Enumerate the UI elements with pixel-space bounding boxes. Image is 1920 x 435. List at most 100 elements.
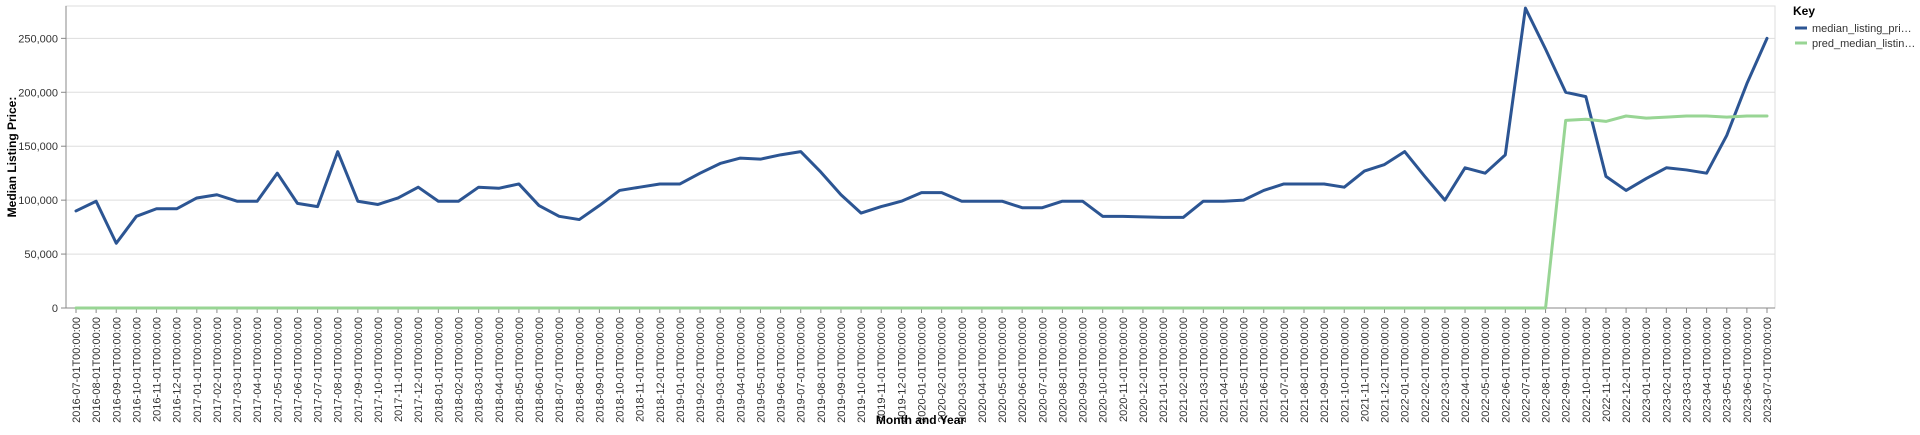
y-tick-label: 200,000	[18, 87, 58, 99]
series-line-1	[74, 114, 1769, 310]
x-tick-label: 2021-02-01T00:00:00	[1178, 317, 1190, 423]
y-axis-title: Median Listing Price:	[5, 97, 19, 218]
x-tick-label: 2018-05-01T00:00:00	[514, 317, 526, 423]
x-tick-label: 2016-08-01T00:00:00	[91, 317, 103, 423]
axes: 0 50,000 100,000 150,000 200,000 250,000 2016-…	[18, 6, 1775, 423]
x-tick-label: 2022-10-01T00:00:00	[1581, 317, 1593, 423]
x-tick-label: 2023-06-01T00:00:00	[1742, 317, 1754, 423]
x-tick-label: 2018-07-01T00:00:00	[554, 317, 566, 423]
x-tick-label: 2020-04-01T00:00:00	[977, 317, 989, 423]
x-tick-label: 2020-03-01T00:00:00	[957, 317, 969, 423]
x-tick-label: 2022-08-01T00:00:00	[1541, 317, 1553, 423]
x-tick-label: 2019-09-01T00:00:00	[836, 317, 848, 423]
x-tick-label: 2018-08-01T00:00:00	[574, 317, 586, 423]
x-tick-label: 2016-11-01T00:00:00	[152, 317, 164, 422]
x-tick-label: 2019-07-01T00:00:00	[796, 317, 808, 423]
x-tick-label: 2020-05-01T00:00:00	[997, 317, 1009, 423]
x-tick-label: 2016-07-01T00:00:00	[71, 317, 83, 423]
legend: Key median_listing_pri… pred_median_listi…	[1793, 4, 1915, 50]
x-tick-label: 2019-04-01T00:00:00	[735, 317, 747, 423]
x-tick-label: 2022-11-01T00:00:00	[1601, 317, 1613, 422]
x-tick-label: 2021-09-01T00:00:00	[1319, 317, 1331, 423]
x-tick-label: 2022-01-01T00:00:00	[1400, 317, 1412, 423]
x-tick-label: 2023-07-01T00:00:00	[1762, 317, 1774, 423]
x-tick-label: 2017-03-01T00:00:00	[232, 317, 244, 423]
x-tick-label: 2019-03-01T00:00:00	[715, 317, 727, 423]
x-tick-label: 2023-04-01T00:00:00	[1702, 317, 1714, 423]
y-tick-label: 150,000	[18, 141, 58, 153]
x-tick-label: 2021-04-01T00:00:00	[1218, 317, 1230, 423]
x-tick-label: 2017-08-01T00:00:00	[333, 317, 345, 423]
x-tick-label: 2017-02-01T00:00:00	[212, 317, 224, 423]
x-tick-label: 2022-12-01T00:00:00	[1621, 317, 1633, 423]
x-tick-label: 2021-10-01T00:00:00	[1339, 317, 1351, 423]
x-tick-label: 2020-12-01T00:00:00	[1138, 317, 1150, 423]
x-tick-label: 2023-03-01T00:00:00	[1681, 317, 1693, 423]
x-tick-label: 2018-06-01T00:00:00	[534, 317, 546, 423]
x-tick-label: 2021-03-01T00:00:00	[1198, 317, 1210, 423]
x-tick-label: 2019-05-01T00:00:00	[755, 317, 767, 423]
x-tick-label: 2018-10-01T00:00:00	[615, 317, 627, 423]
x-tick-label: 2017-09-01T00:00:00	[353, 317, 365, 423]
y-tick-label: 0	[52, 303, 58, 315]
x-tick-label: 2019-12-01T00:00:00	[896, 317, 908, 423]
series-line-0	[74, 6, 1769, 245]
legend-label: pred_median_listin…	[1812, 38, 1915, 50]
y-tick-label: 100,000	[18, 195, 58, 207]
x-tick-label: 2021-05-01T00:00:00	[1239, 317, 1251, 423]
x-tick-label: 2023-02-01T00:00:00	[1661, 317, 1673, 423]
x-tick-label: 2018-09-01T00:00:00	[594, 317, 606, 423]
x-tick-label: 2019-08-01T00:00:00	[816, 317, 828, 423]
x-tick-label: 2022-04-01T00:00:00	[1460, 317, 1472, 423]
x-tick-label: 2021-08-01T00:00:00	[1299, 317, 1311, 423]
x-tick-label: 2020-09-01T00:00:00	[1078, 317, 1090, 423]
x-tick-label: 2021-07-01T00:00:00	[1279, 317, 1291, 423]
series-lines	[74, 6, 1769, 310]
x-tick-label: 2022-09-01T00:00:00	[1561, 317, 1573, 423]
x-tick-label: 2018-04-01T00:00:00	[494, 317, 506, 423]
legend-title: Key	[1793, 4, 1815, 18]
x-tick-label: 2020-02-01T00:00:00	[937, 317, 949, 423]
x-tick-label: 2017-05-01T00:00:00	[272, 317, 284, 423]
x-tick-label: 2022-05-01T00:00:00	[1480, 317, 1492, 423]
x-tick-label: 2020-08-01T00:00:00	[1057, 317, 1069, 423]
x-axis-title: Month and Year	[876, 413, 965, 427]
x-tick-label: 2017-07-01T00:00:00	[313, 317, 325, 423]
x-tick-label: 2017-11-01T00:00:00	[393, 317, 405, 422]
x-tick-label: 2021-06-01T00:00:00	[1259, 317, 1271, 423]
x-tick-label: 2020-11-01T00:00:00	[1118, 317, 1130, 422]
x-tick-label: 2020-06-01T00:00:00	[1017, 317, 1029, 423]
x-tick-label: 2021-01-01T00:00:00	[1158, 317, 1170, 423]
x-tick-label: 2018-12-01T00:00:00	[655, 317, 667, 423]
x-tick-label: 2021-12-01T00:00:00	[1380, 317, 1392, 423]
x-tick-label: 2018-01-01T00:00:00	[433, 317, 445, 423]
x-tick-label: 2022-03-01T00:00:00	[1440, 317, 1452, 423]
x-tick-label: 2020-01-01T00:00:00	[917, 317, 929, 423]
y-tick-label: 50,000	[24, 249, 58, 261]
x-tick-label: 2018-02-01T00:00:00	[453, 317, 465, 423]
x-tick-label: 2022-07-01T00:00:00	[1520, 317, 1532, 423]
x-tick-label: 2023-05-01T00:00:00	[1722, 317, 1734, 423]
x-tick-label: 2019-11-01T00:00:00	[876, 317, 888, 422]
x-tick-label: 2017-12-01T00:00:00	[413, 317, 425, 423]
x-tick-label: 2019-01-01T00:00:00	[675, 317, 687, 423]
x-tick-label: 2022-02-01T00:00:00	[1420, 317, 1432, 423]
x-tick-label: 2018-11-01T00:00:00	[635, 317, 647, 422]
x-tick-label: 2017-06-01T00:00:00	[292, 317, 304, 423]
x-tick-label: 2019-02-01T00:00:00	[695, 317, 707, 423]
x-tick-label: 2023-01-01T00:00:00	[1641, 317, 1653, 423]
x-tick-label: 2016-09-01T00:00:00	[111, 317, 123, 423]
x-tick-label: 2017-04-01T00:00:00	[252, 317, 264, 423]
x-tick-label: 2017-01-01T00:00:00	[192, 317, 204, 423]
y-tick-label: 250,000	[18, 33, 58, 45]
legend-label: median_listing_pri…	[1812, 23, 1912, 35]
x-tick-label: 2020-07-01T00:00:00	[1037, 317, 1049, 423]
x-tick-label: 2018-03-01T00:00:00	[474, 317, 486, 423]
x-tick-label: 2019-10-01T00:00:00	[856, 317, 868, 423]
x-tick-label: 2016-12-01T00:00:00	[172, 317, 184, 423]
x-tick-label: 2016-10-01T00:00:00	[131, 317, 143, 423]
x-tick-label: 2021-11-01T00:00:00	[1359, 317, 1371, 422]
x-tick-label: 2017-10-01T00:00:00	[373, 317, 385, 423]
x-tick-label: 2019-06-01T00:00:00	[776, 317, 788, 423]
